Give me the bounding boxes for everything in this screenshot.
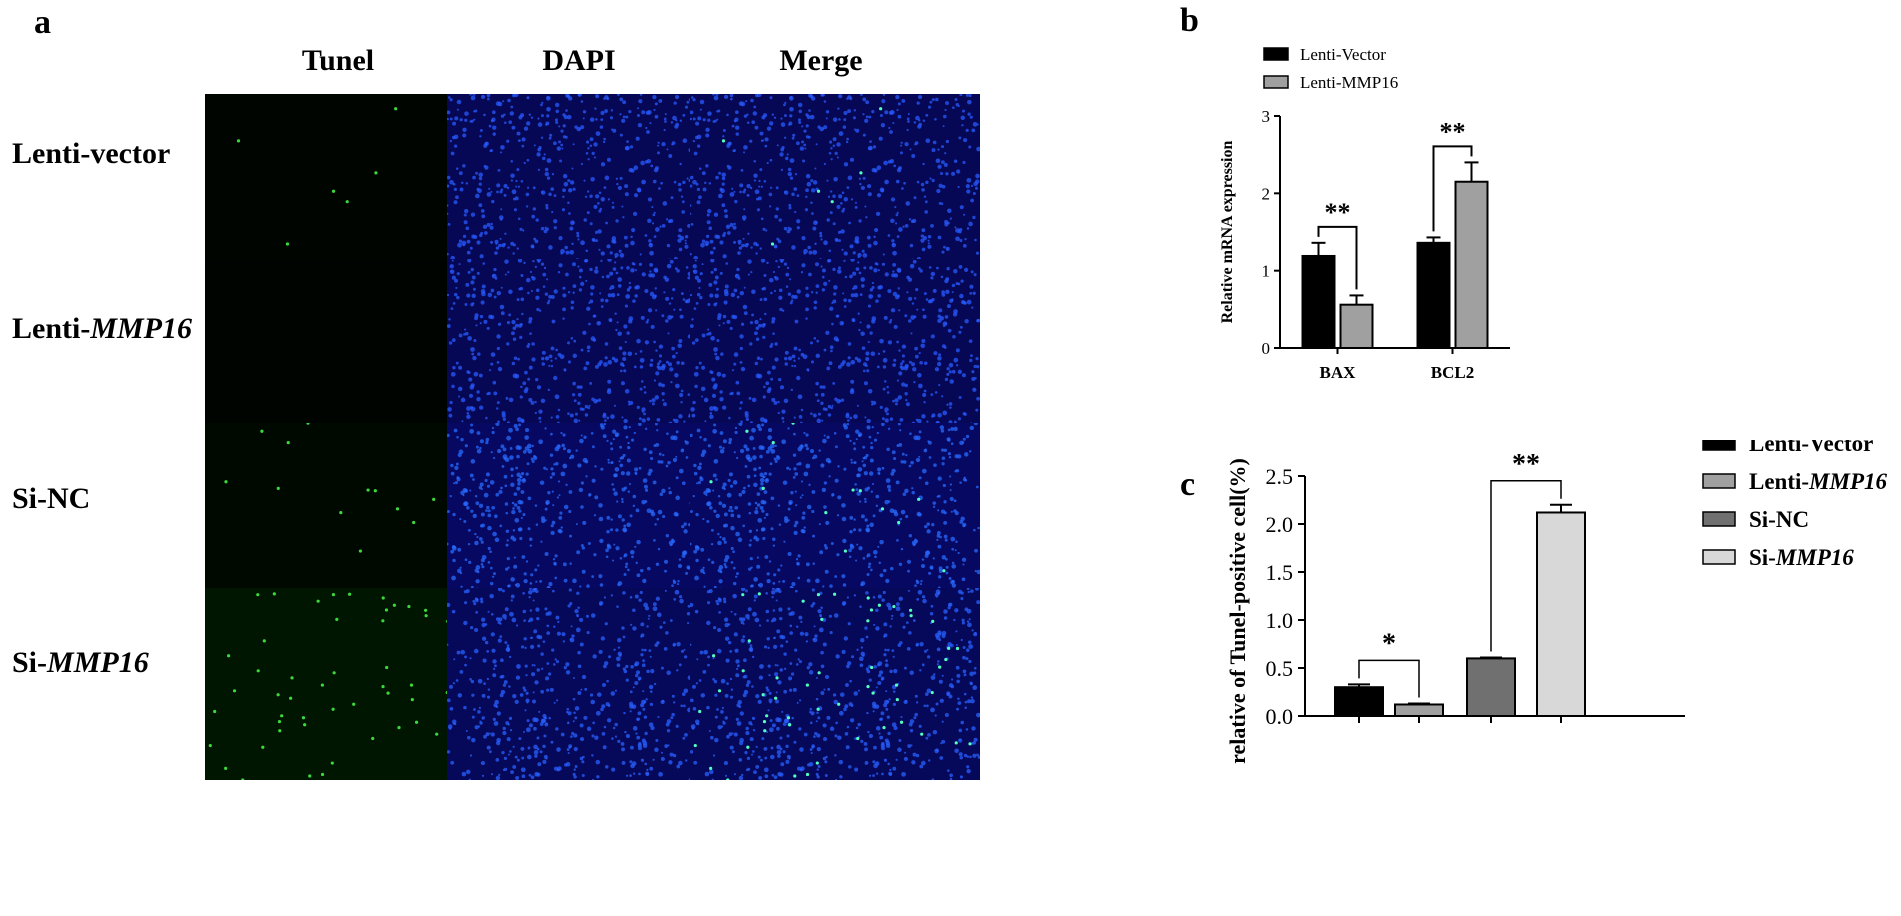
significance-label-b: ** [1325, 198, 1351, 227]
y-tick-label-c: 1.0 [1266, 608, 1294, 633]
column-header-merge: Merge [779, 44, 863, 77]
y-tick-label-b: 1 [1262, 262, 1271, 281]
legend-swatch-c-1 [1702, 440, 1736, 451]
legend-swatch-c-2 [1702, 473, 1736, 489]
chart-c: Lenti-Vector Lenti-MMP16 Si-NC Si-MMP16 0.0 0… [1225, 440, 1888, 764]
micrograph-dapi-row-1 [447, 94, 737, 286]
y-tick-label-c: 1.5 [1266, 560, 1294, 585]
micrograph-merge-row-3 [690, 423, 980, 615]
significance-label-c: ** [1512, 449, 1540, 480]
legend-swatch-c-3 [1702, 511, 1736, 527]
significance-bracket-b [1432, 145, 1473, 232]
significance-bracket-c [1358, 659, 1420, 698]
y-axis-label-c: relative of Tunel-positive cell(%) [1225, 458, 1250, 764]
micrograph-merge-row-1 [690, 94, 980, 286]
legend-label-c-1: Lenti-Vector [1749, 440, 1873, 456]
significance-label-b: ** [1440, 117, 1466, 146]
x-tick-label-b: BAX [1320, 363, 1357, 382]
y-tick-label-b: 3 [1262, 107, 1271, 126]
legend-swatch-b-2 [1263, 75, 1289, 89]
micrograph-tunel-row-2 [205, 259, 495, 451]
y-tick-label-c: 0.0 [1266, 704, 1294, 729]
chart-b: Lenti-Vector Lenti-MMP16 0 1 2 3 Relative mRNA… [1219, 45, 1510, 382]
legend-label-c-4: Si-MMP16 [1749, 545, 1854, 570]
y-tick-label-c: 0.5 [1266, 656, 1294, 681]
legend-swatch-b-1 [1263, 47, 1289, 61]
legend-label-c-2: Lenti-MMP16 [1749, 469, 1888, 494]
bar-b-bax-2 [1339, 303, 1374, 349]
legend-label-c-3: Si-NC [1749, 507, 1809, 532]
bar-c-3 [1466, 657, 1516, 717]
legend-label-b-2: Lenti-MMP16 [1300, 73, 1398, 92]
micrograph-dapi-row-3 [447, 423, 737, 615]
micrograph-merge-row-4 [690, 588, 980, 780]
y-tick-label-c: 2.5 [1266, 464, 1294, 489]
bar-c-4 [1536, 511, 1586, 718]
row-label-si-mmp16: Si-MMP16 [12, 646, 149, 679]
y-tick-label-c: 2.0 [1266, 512, 1294, 537]
panel-b-letter: b [1180, 2, 1199, 39]
micrograph-tunel-row-3 [205, 423, 495, 615]
y-axis-label-b: Relative mRNA expression [1219, 141, 1236, 324]
micrograph-tunel-row-4 [205, 588, 495, 780]
x-tick-label-b: BCL2 [1431, 363, 1474, 382]
significance-label-c: * [1382, 628, 1396, 659]
row-label-si-nc: Si-NC [12, 482, 91, 515]
bar-b-bcl2-1 [1416, 241, 1451, 349]
legend-label-b-1: Lenti-Vector [1300, 45, 1386, 64]
y-tick-label-b: 0 [1262, 339, 1271, 358]
y-tick-label-b: 2 [1262, 184, 1271, 203]
micrograph-merge-row-2 [690, 259, 980, 451]
row-label-lenti-vector: Lenti-vector [12, 137, 171, 170]
significance-bracket-c [1490, 480, 1562, 652]
micrograph-dapi-row-4 [447, 588, 737, 780]
bar-c-1 [1334, 686, 1384, 717]
significance-bracket-b [1317, 225, 1358, 290]
bar-c-2 [1394, 703, 1444, 718]
panel-c-letter: c [1180, 466, 1196, 503]
bar-b-bcl2-2 [1454, 180, 1489, 349]
bar-b-bax-1 [1301, 254, 1336, 349]
legend-swatch-c-4 [1702, 549, 1736, 565]
row-label-lenti-mmp16: Lenti-MMP16 [12, 312, 193, 345]
column-header-dapi: DAPI [542, 44, 616, 77]
column-header-tunel: Tunel [301, 44, 375, 77]
panel-a-letter: a [34, 4, 51, 41]
